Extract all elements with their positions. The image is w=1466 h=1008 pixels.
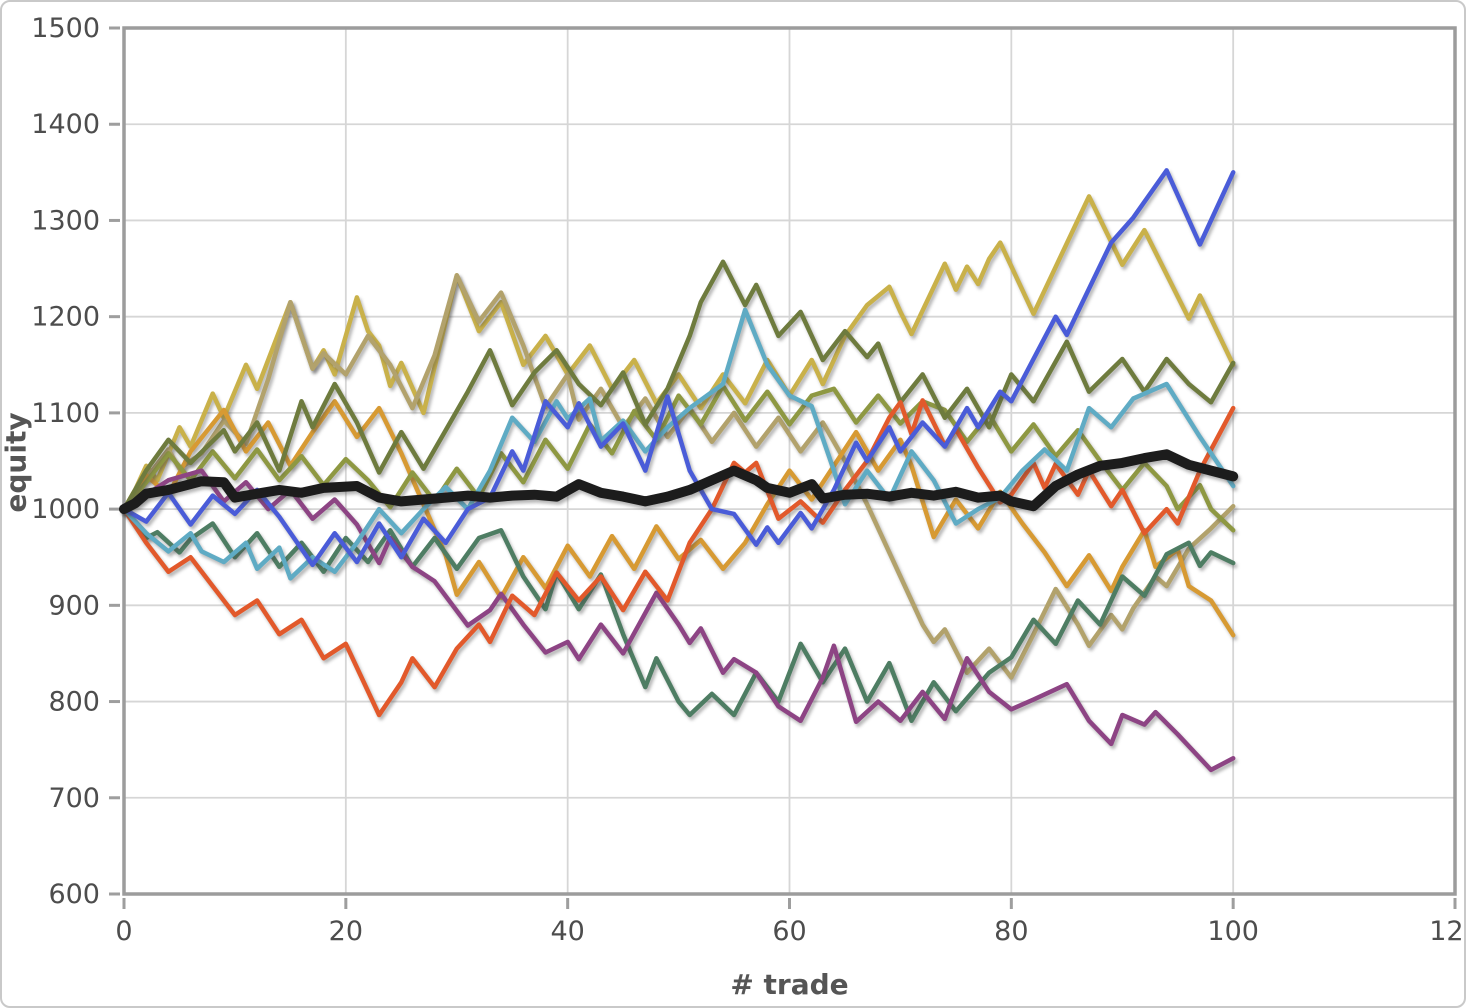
x-tick-label-0: 0 <box>115 916 132 947</box>
y-tick-label-1500: 1500 <box>31 13 100 44</box>
y-tick-label-1400: 1400 <box>31 109 100 140</box>
series-sim-9-cyan-line <box>121 307 1236 581</box>
series-sim-6-sea-green-line <box>121 506 1236 724</box>
x-axis-label: # trade <box>730 968 849 1001</box>
y-axis-label: equity <box>0 412 33 513</box>
y-tick-label-1300: 1300 <box>31 205 100 236</box>
series-sim-5-dark-olive-line <box>121 259 1236 512</box>
series-sim-8-vermilion-line <box>121 398 1236 718</box>
x-tick-label-20: 20 <box>329 916 363 947</box>
y-tick-label-1200: 1200 <box>31 302 100 333</box>
series-average-line <box>119 449 1239 515</box>
x-tick-label-40: 40 <box>550 916 584 947</box>
x-tick-label-100: 100 <box>1207 916 1259 947</box>
x-tick-label-80: 80 <box>994 916 1028 947</box>
series-sim-7-purple-line <box>121 468 1236 773</box>
series-sim-3-gold-orange-line <box>121 399 1236 638</box>
y-tick-label-600: 600 <box>48 879 100 910</box>
x-tick-label-120: 120 <box>1429 916 1466 947</box>
y-tick-label-1100: 1100 <box>31 398 100 429</box>
series-sim-10-blue-line <box>121 168 1236 568</box>
y-tick-label-700: 700 <box>48 783 100 814</box>
y-tick-label-900: 900 <box>48 590 100 621</box>
y-tick-label-1000: 1000 <box>31 494 100 525</box>
x-tick-label-60: 60 <box>772 916 806 947</box>
plot-frame <box>122 26 1457 896</box>
y-tick-label-800: 800 <box>48 687 100 718</box>
